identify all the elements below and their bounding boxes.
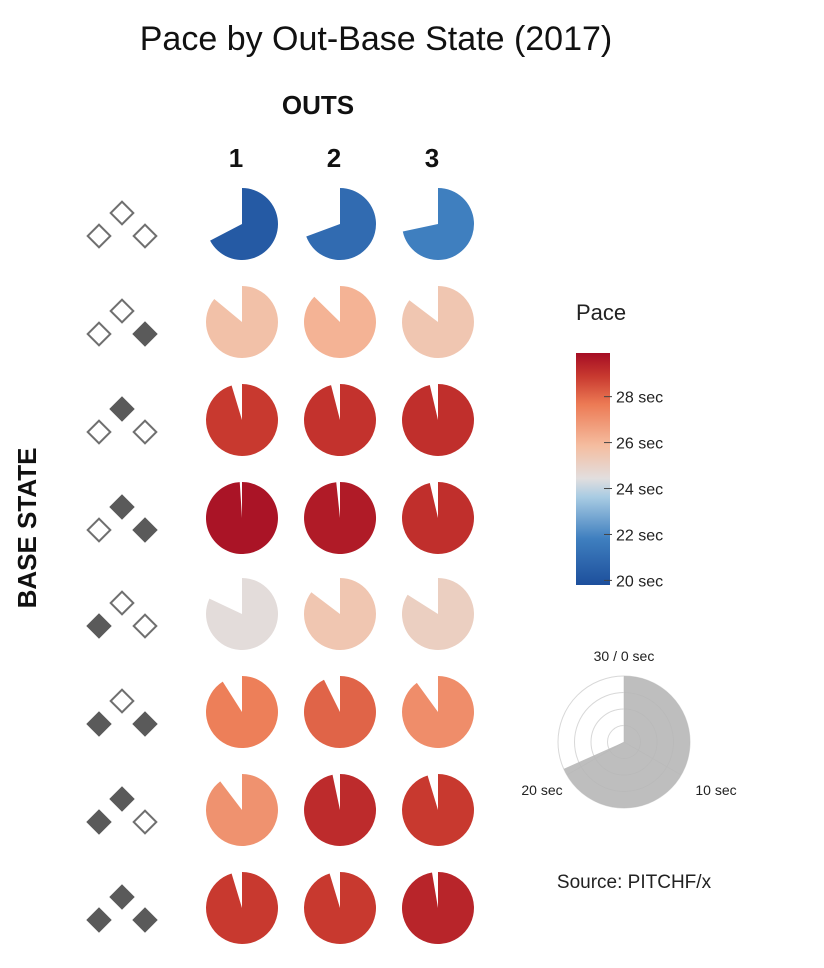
outs-label-1: 1 xyxy=(229,143,243,173)
base-state-marker xyxy=(86,396,158,445)
outs-label-3: 3 xyxy=(425,143,439,173)
key-label-right: 10 sec xyxy=(695,782,736,798)
third-base xyxy=(86,613,112,639)
colorbar-tick-label: 26 sec xyxy=(616,436,663,453)
colorbar-tick-label: 20 sec xyxy=(616,573,663,590)
pace-pie xyxy=(205,286,278,358)
second-base xyxy=(109,200,135,226)
third-base xyxy=(86,809,112,835)
first-base xyxy=(132,223,158,249)
base-state-markers xyxy=(86,200,158,933)
base-state-marker xyxy=(86,298,158,347)
colorbar-ticks: 28 sec 26 sec 24 sec 22 sec 20 sec xyxy=(604,390,663,590)
legend-title: Pace xyxy=(576,300,626,325)
first-base xyxy=(132,517,158,543)
first-base xyxy=(132,419,158,445)
pace-pie xyxy=(205,482,278,554)
pace-pie xyxy=(401,286,474,358)
pace-pie xyxy=(210,188,279,260)
key-label-left: 20 sec xyxy=(521,782,562,798)
pace-pie xyxy=(306,188,377,260)
color-legend: Pace 28 sec 26 sec 24 sec 22 sec 20 sec xyxy=(576,300,663,590)
pace-pie xyxy=(205,774,278,846)
pace-pie xyxy=(303,384,376,456)
pace-pie xyxy=(205,676,278,749)
second-base xyxy=(109,590,135,616)
key-pie xyxy=(557,675,691,809)
third-base xyxy=(86,223,112,249)
first-base xyxy=(132,711,158,737)
second-base xyxy=(109,494,135,520)
base-state-marker xyxy=(86,786,158,835)
third-base xyxy=(86,419,112,445)
source-note: Source: PITCHF/x xyxy=(557,872,712,893)
pace-pie xyxy=(303,676,376,748)
pace-pie xyxy=(303,286,376,358)
pie-grid xyxy=(205,188,475,945)
pace-pie xyxy=(304,872,377,944)
third-base xyxy=(86,711,112,737)
base-state-marker xyxy=(86,884,158,933)
third-base xyxy=(86,517,112,543)
pace-pie xyxy=(402,188,475,260)
pace-pie xyxy=(206,872,279,944)
base-state-marker xyxy=(86,590,158,639)
pace-pie xyxy=(401,578,474,650)
pace-pie xyxy=(401,872,474,945)
chart-title: Pace by Out-Base State (2017) xyxy=(140,20,612,58)
second-base xyxy=(109,298,135,324)
pace-key: 30 / 0 sec 10 sec 20 sec xyxy=(521,648,737,809)
pace-pie xyxy=(401,482,474,554)
first-base xyxy=(132,321,158,347)
y-axis-label: BASE STATE xyxy=(12,448,42,609)
pace-pie xyxy=(402,774,475,847)
colorbar-tick-label: 22 sec xyxy=(616,527,663,544)
base-state-marker xyxy=(86,688,158,737)
outs-label-2: 2 xyxy=(327,143,341,173)
pace-pie xyxy=(304,773,377,846)
third-base xyxy=(86,907,112,933)
colorbar-tick-label: 24 sec xyxy=(616,482,663,499)
base-state-marker xyxy=(86,200,158,249)
pace-pie xyxy=(206,384,279,456)
base-state-marker xyxy=(86,494,158,543)
pace-pie xyxy=(402,676,475,748)
pace-pie xyxy=(401,384,474,456)
second-base xyxy=(109,396,135,422)
third-base xyxy=(86,321,112,347)
pace-pie xyxy=(303,578,376,650)
first-base xyxy=(132,809,158,835)
second-base xyxy=(109,884,135,910)
second-base xyxy=(109,786,135,812)
colorbar xyxy=(576,353,610,585)
colorbar-tick-label: 28 sec xyxy=(616,390,663,407)
first-base xyxy=(132,613,158,639)
outs-column-labels: 1 2 3 xyxy=(229,143,439,173)
x-axis-label: OUTS xyxy=(282,90,354,120)
pace-pie xyxy=(206,578,279,651)
key-label-top: 30 / 0 sec xyxy=(594,648,655,664)
key-example-wedge xyxy=(563,676,691,809)
pace-pie xyxy=(304,482,377,554)
second-base xyxy=(109,688,135,714)
first-base xyxy=(132,907,158,933)
